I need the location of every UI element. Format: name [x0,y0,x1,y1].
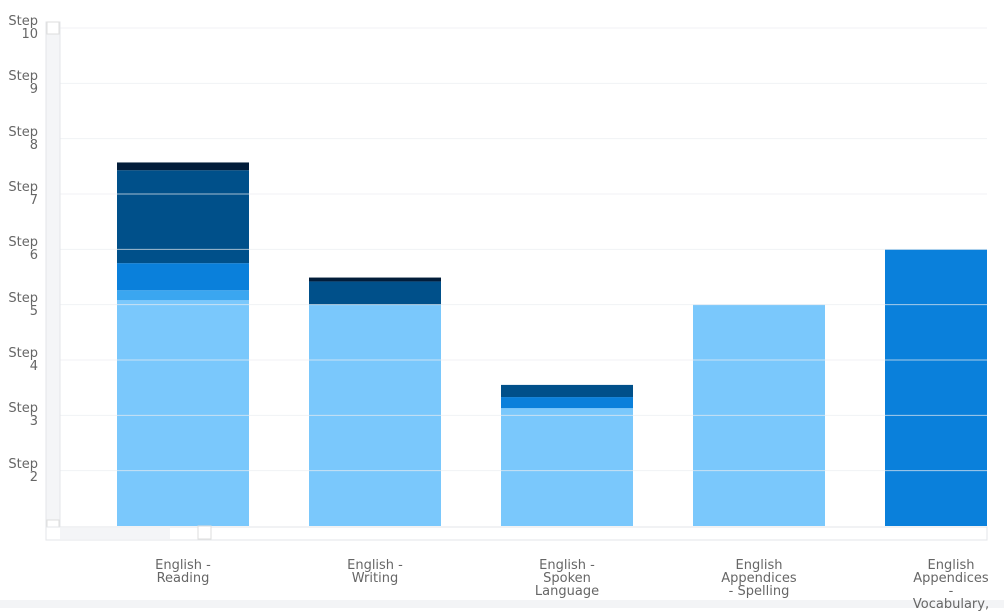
scroll-handle[interactable] [197,525,212,540]
scroll-handle[interactable] [46,21,60,35]
bar-segment [117,263,249,291]
x-tick-label: English - Writing [347,558,403,586]
footer-band [0,600,1004,608]
bar-segment [309,277,441,282]
horizontal-scrollbar[interactable] [45,526,988,541]
x-tick-label: English - Spoken Language [534,558,600,599]
y-tick-label: Step 7 [8,180,38,208]
bar-segment [501,384,633,398]
x-tick-label: English Appendices - Spelling [721,558,797,599]
y-tick-label: Step 10 [8,14,38,42]
bar-segment [501,408,633,526]
bar-segment [309,281,441,305]
scroll-thumb[interactable] [60,528,170,539]
y-tick-label: Step 9 [8,69,38,98]
x-tick-label: English Appendices - Vocabulary, [912,558,990,612]
x-tick-label: English - Reading [155,558,211,586]
bar-segment [117,162,249,171]
vertical-scrollbar[interactable] [45,21,61,537]
bar-segment [117,290,249,301]
y-tick-label: Step 6 [8,235,38,264]
bar-segment [117,300,249,526]
y-tick-label: Step 8 [8,124,38,153]
y-tick-label: Step 3 [8,401,38,430]
bar-segment [885,249,987,527]
y-tick-label: Step 2 [8,456,38,485]
y-tick-label: Step 4 [8,346,38,374]
y-tick-label: Step 5 [8,290,38,319]
bar-segment [501,397,633,409]
bar-segment [117,170,249,264]
